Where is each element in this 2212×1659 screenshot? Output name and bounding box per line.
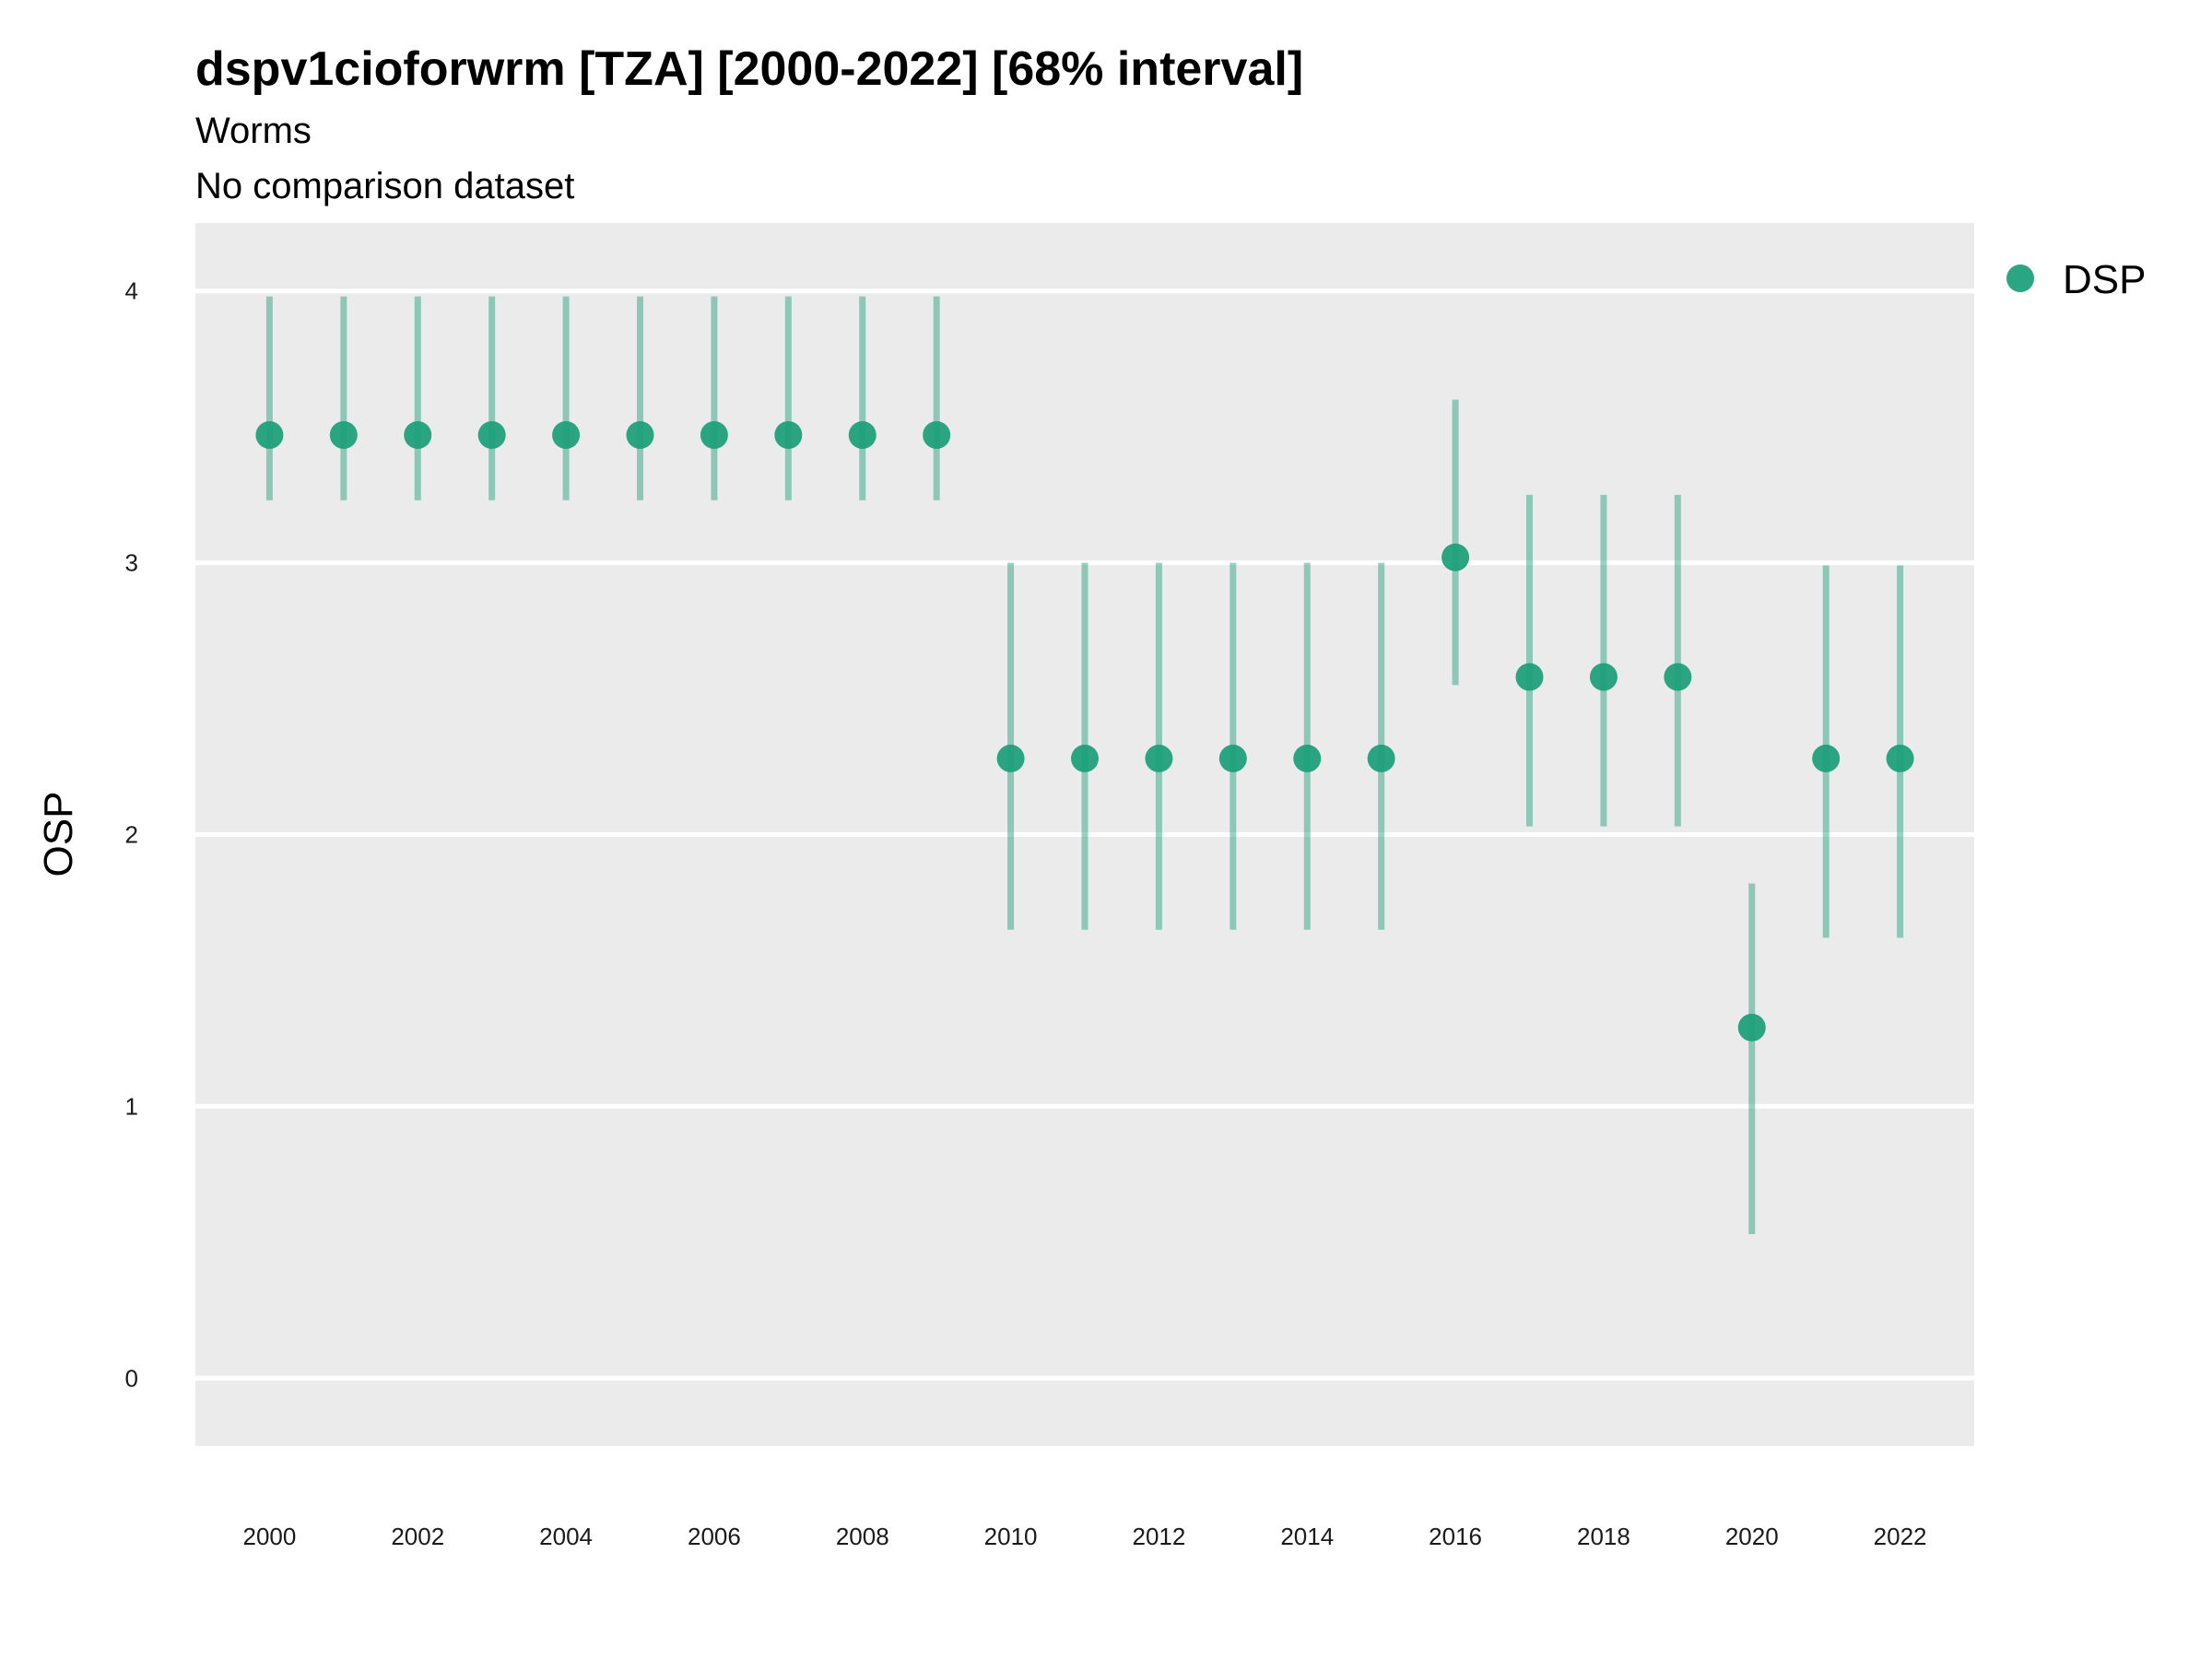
point-dsp-2018 [1589, 663, 1618, 691]
point-dsp-2017 [1515, 663, 1544, 691]
point-dsp-2006 [700, 421, 728, 450]
point-dsp-2001 [329, 421, 358, 450]
x-axis-ticks: 2000 2002 2004 2006 2008 2010 2012 2014 2016 2018… [242, 1523, 1926, 1550]
y-tick-label-0: 0 [125, 1364, 138, 1392]
x-tick-label-2002: 2002 [391, 1523, 444, 1550]
y-tick-label-1: 1 [125, 1092, 138, 1120]
x-tick-label-2006: 2006 [688, 1523, 741, 1550]
legend-swatch-dsp [2006, 265, 2034, 292]
x-tick-label-2016: 2016 [1429, 1523, 1482, 1550]
y-tick-label-3: 3 [125, 549, 138, 577]
point-dsp-2010 [996, 744, 1025, 772]
y-tick-label-4: 4 [125, 277, 138, 305]
point-dsp-2003 [477, 421, 506, 450]
point-dsp-2015 [1367, 744, 1395, 772]
y-axis-label: OSP [36, 792, 81, 877]
chart-title: dspv1cioforwrm [TZA] [2000-2022] [68% in… [195, 42, 1303, 96]
point-dsp-2012 [1145, 744, 1173, 772]
point-dsp-2007 [774, 421, 803, 450]
point-dsp-2000 [255, 421, 284, 450]
grid-lines [195, 288, 1974, 1381]
point-dsp-2019 [1664, 663, 1692, 691]
y-axis-ticks: 0 1 2 3 4 [125, 277, 138, 1393]
point-dsp-2014 [1293, 744, 1322, 772]
point-dsp-2016 [1441, 543, 1470, 571]
chart-subtitle: Worms [195, 111, 312, 151]
point-dsp-2011 [1071, 744, 1099, 772]
x-tick-label-2000: 2000 [242, 1523, 296, 1550]
x-tick-label-2022: 2022 [1874, 1523, 1927, 1550]
point-dsp-2004 [552, 421, 581, 450]
x-tick-label-2018: 2018 [1577, 1523, 1630, 1550]
chart-caption: No comparison dataset [195, 166, 574, 206]
point-dsp-2005 [626, 421, 654, 450]
point-dsp-2009 [923, 421, 951, 450]
point-dsp-2020 [1737, 1013, 1766, 1041]
legend: DSP [2006, 257, 2146, 302]
y-tick-label-2: 2 [125, 821, 138, 849]
point-dsp-2008 [848, 421, 877, 450]
legend-label-dsp: DSP [2063, 257, 2146, 302]
point-dsp-2002 [404, 421, 432, 450]
x-tick-label-2012: 2012 [1132, 1523, 1185, 1550]
x-tick-label-2004: 2004 [539, 1523, 593, 1550]
point-dsp-2022 [1886, 744, 1914, 772]
point-dsp-2013 [1218, 744, 1247, 772]
data-points [255, 421, 1914, 1041]
point-dsp-2021 [1812, 744, 1841, 772]
x-tick-label-2010: 2010 [984, 1523, 1038, 1550]
x-tick-label-2014: 2014 [1280, 1523, 1334, 1550]
x-tick-label-2008: 2008 [836, 1523, 889, 1550]
x-tick-label-2020: 2020 [1725, 1523, 1779, 1550]
